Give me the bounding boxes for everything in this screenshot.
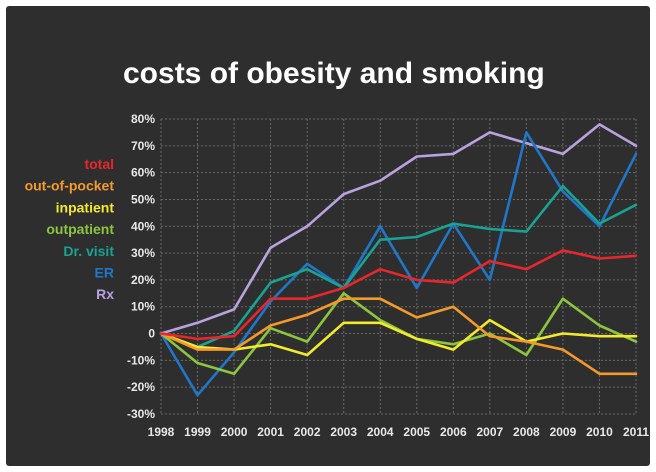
legend-item-outpatient: outpatient [46, 221, 114, 237]
legend: total out-of-pocket inpatient outpatient Dr.… [25, 156, 115, 302]
x-tick-label: 2002 [294, 425, 321, 439]
legend-item-total: total [84, 156, 114, 172]
y-tick-label: 80% [131, 112, 155, 126]
y-tick-label: 70% [131, 139, 155, 153]
legend-item-er: ER [95, 265, 114, 281]
chart-title: costs of obesity and smoking [123, 57, 545, 90]
x-tick-label: 2003 [330, 425, 357, 439]
x-tick-label: 2006 [440, 425, 467, 439]
legend-item-inpatient: inpatient [56, 199, 115, 215]
x-tick-label: 2005 [403, 425, 430, 439]
y-axis-ticks: -30% -20% -10% 0 10% 20% 30% 40% 50% 60% 70% 80% [127, 112, 155, 421]
chart: costs of obesity and smoking -30% -20% -10… [25, 57, 650, 439]
x-tick-label: 2001 [257, 425, 284, 439]
y-tick-label: 30% [131, 246, 155, 260]
y-tick-label: 40% [131, 219, 155, 233]
x-tick-label: 2000 [221, 425, 248, 439]
x-tick-label: 2011 [623, 425, 649, 439]
y-tick-label: 20% [131, 273, 155, 287]
x-axis-ticks: 1998 1999 2000 2001 2002 2003 2004 2005 2006 2007… [148, 425, 650, 439]
y-tick-label: 50% [131, 192, 155, 206]
series-line-out-of-pocket [159, 297, 638, 376]
y-tick-label: -30% [127, 407, 155, 421]
x-tick-label: 2004 [367, 425, 394, 439]
y-tick-label: 60% [131, 166, 155, 180]
x-tick-label: 1999 [184, 425, 211, 439]
x-tick-label: 2010 [586, 425, 613, 439]
series-line-total [159, 249, 638, 341]
series-lines [159, 123, 638, 397]
x-tick-label: 2009 [550, 425, 577, 439]
legend-item-dr-visit: Dr. visit [63, 243, 114, 259]
y-tick-label: -10% [127, 353, 155, 367]
x-tick-label: 1998 [148, 425, 175, 439]
x-tick-label: 2007 [476, 425, 503, 439]
legend-item-out-of-pocket: out-of-pocket [25, 178, 115, 194]
x-tick-label: 2008 [513, 425, 540, 439]
series-line-inpatient [159, 318, 638, 357]
chart-frame: costs of obesity and smoking -30% -20% -10… [6, 6, 650, 466]
series-line-rx [159, 123, 638, 335]
series-line-er [159, 131, 638, 397]
y-tick-label: -20% [127, 380, 155, 394]
series-line-dr-visit [159, 184, 638, 349]
y-tick-label: 10% [131, 300, 155, 314]
grid [160, 118, 637, 415]
y-tick-label: 0 [148, 327, 155, 341]
legend-item-rx: Rx [96, 286, 114, 302]
